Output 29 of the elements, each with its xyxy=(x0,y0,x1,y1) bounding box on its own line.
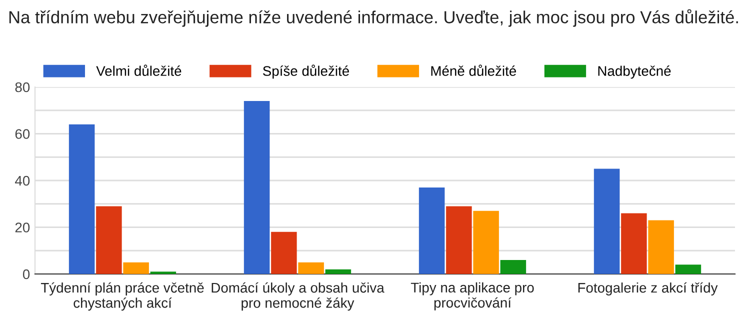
y-tick-label: 60 xyxy=(15,129,30,139)
bar xyxy=(123,262,149,274)
bar xyxy=(325,269,352,274)
x-tick-label: Fotogalerie z akcí třídy xyxy=(578,282,718,296)
bar xyxy=(418,188,445,274)
y-tick-label: 0 xyxy=(22,269,30,280)
bar xyxy=(446,206,472,274)
y-tick-label: 80 xyxy=(15,82,30,92)
chart-title: Na třídním webu zveřejňujeme níže uvedené informace. Uveďte, jak moc jsou pro Vás důležité. xyxy=(9,9,738,27)
x-tick-label: Tipy na aplikace pro procvičování xyxy=(410,282,534,310)
bar xyxy=(271,232,297,274)
bar xyxy=(298,262,324,274)
bar xyxy=(244,101,270,274)
y-tick-label: 40 xyxy=(15,176,30,186)
legend-label: Nadbytečné xyxy=(598,66,671,79)
x-tick-label: Týdenní plán práce včetně chystaných akcí xyxy=(40,282,204,311)
bar xyxy=(500,260,526,274)
legend-label: Spíše důležité xyxy=(262,64,349,79)
legend-label: Méně důležité xyxy=(431,64,516,76)
bar xyxy=(68,124,95,274)
bar xyxy=(96,206,122,274)
bar xyxy=(594,168,620,274)
bar xyxy=(621,213,647,274)
bar xyxy=(675,264,702,274)
y-tick-label: 20 xyxy=(15,222,30,232)
bar xyxy=(648,220,674,274)
x-tick-label: Domácí úkoly a obsah učiva pro nemocné žáky xyxy=(212,282,384,311)
bar xyxy=(473,210,499,274)
legend-label: Velmi důležité xyxy=(96,64,182,76)
